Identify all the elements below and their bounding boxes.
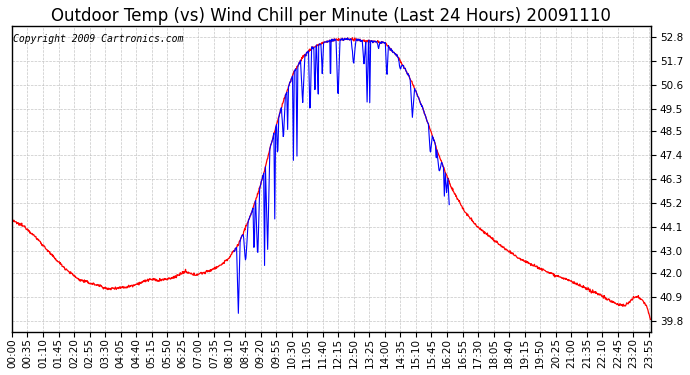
Title: Outdoor Temp (vs) Wind Chill per Minute (Last 24 Hours) 20091110: Outdoor Temp (vs) Wind Chill per Minute … [52,7,611,25]
Text: Copyright 2009 Cartronics.com: Copyright 2009 Cartronics.com [13,34,184,44]
